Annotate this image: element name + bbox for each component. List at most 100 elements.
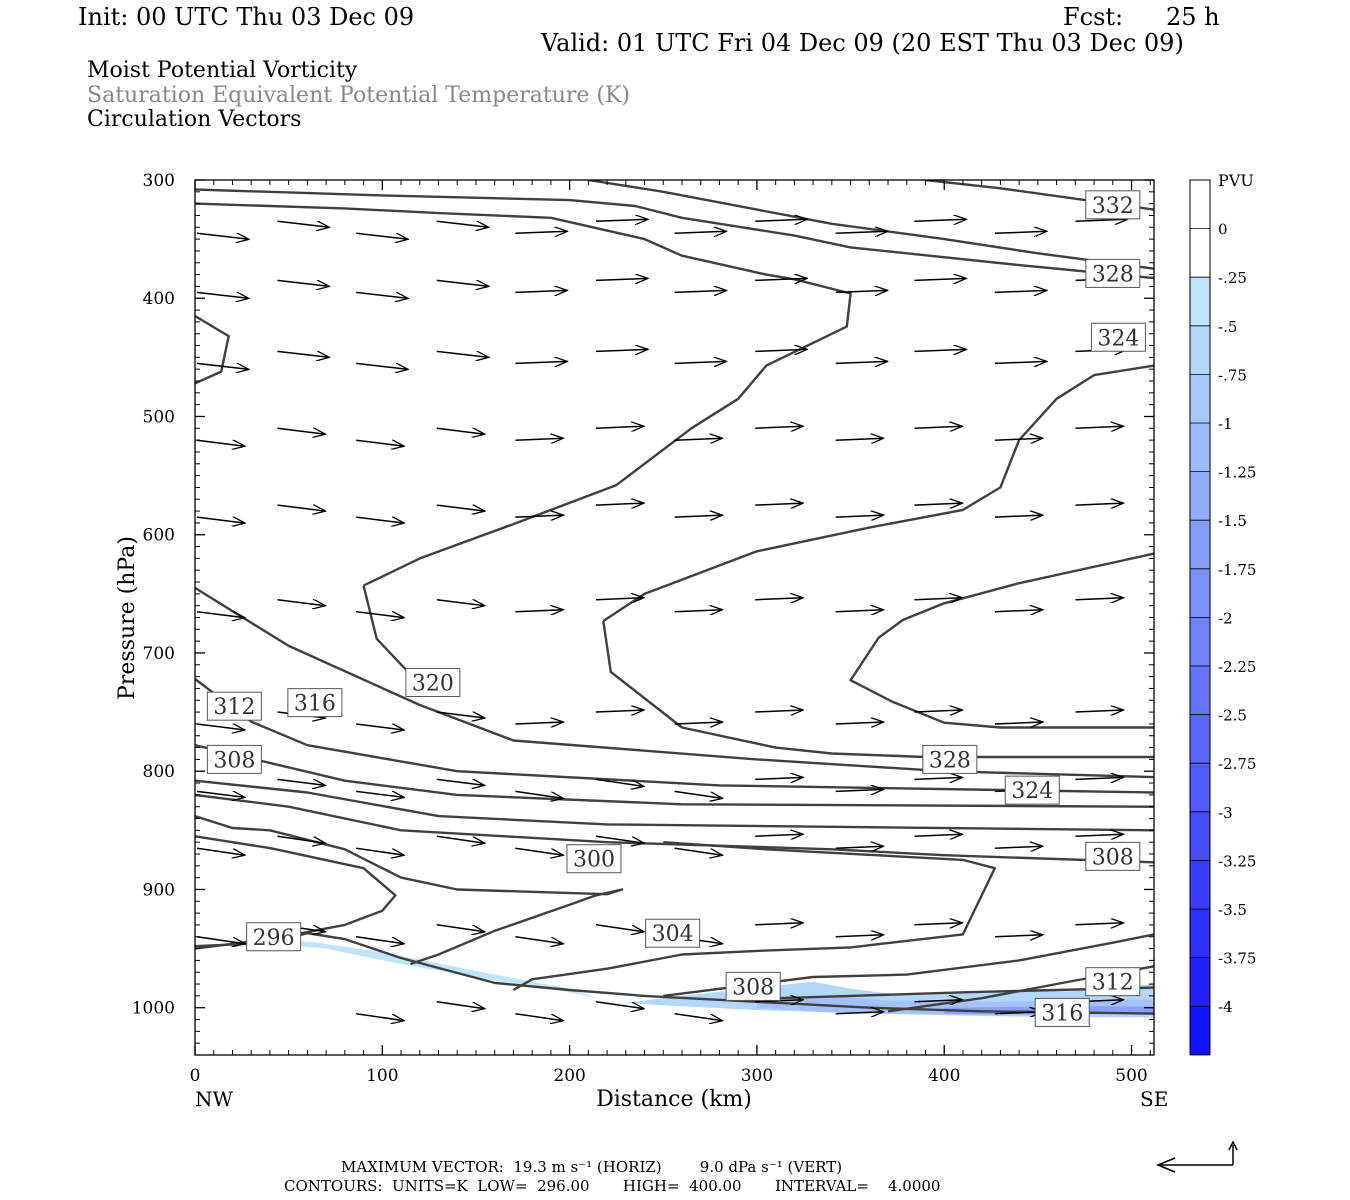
circulation-vector — [674, 1012, 723, 1021]
contour-label: 308 — [1085, 841, 1141, 871]
contour-label-box — [725, 971, 781, 1001]
colorbar-tick-label: -3 — [1218, 804, 1233, 822]
colorbar-tick-label: -2 — [1218, 609, 1233, 627]
circulation-vector — [277, 778, 326, 785]
contour-label-box — [1085, 967, 1141, 997]
colorbar-swatch — [1190, 909, 1210, 959]
contour-label: 332 — [1085, 190, 1141, 220]
colorbar-swatch — [1190, 957, 1210, 1007]
field-3-title: Circulation Vectors — [87, 107, 301, 132]
circulation-vector — [515, 361, 567, 363]
circulation-vector — [515, 515, 563, 517]
contour-label: 328 — [922, 744, 978, 774]
circulation-vector — [994, 361, 1047, 363]
circulation-vector — [674, 610, 723, 612]
y-tick-label: 900 — [143, 880, 175, 900]
circulation-vector — [356, 847, 404, 855]
circulation-vector — [914, 219, 966, 221]
theta-es-contour — [362, 585, 412, 676]
circulation-vector — [196, 516, 245, 523]
y-tick-label: 1000 — [132, 999, 175, 1019]
theta-es-contour — [195, 779, 1154, 832]
circulation-vector — [994, 231, 1047, 233]
x-tick-label: 0 — [190, 1066, 201, 1086]
minor-ticks — [195, 180, 1154, 1056]
circulation-vector — [436, 924, 485, 932]
contour-label-box — [1085, 258, 1141, 288]
contour-label-text: 312 — [213, 695, 255, 720]
theta-es-contour — [195, 202, 852, 587]
circulation-vector — [515, 847, 563, 855]
circulation-vector — [595, 835, 644, 843]
theta-es-contour — [891, 700, 1154, 729]
colorbar-swatch — [1190, 325, 1210, 375]
circulation-vector — [436, 711, 485, 718]
colorbar-swatch — [1190, 277, 1210, 327]
circulation-vector — [196, 847, 245, 855]
colorbar-swatch — [1190, 423, 1210, 473]
circulation-vector — [835, 361, 888, 363]
circulation-vector — [277, 504, 326, 511]
circulation-vector — [755, 834, 803, 836]
contour-label: 320 — [405, 668, 461, 698]
circulation-vector — [595, 219, 648, 221]
max-vector-info: MAXIMUM VECTOR: 19.3 m s⁻¹ (HORIZ) 9.0 d… — [341, 1158, 842, 1176]
circulation-vector — [914, 710, 962, 712]
y-tick-label: 300 — [143, 171, 175, 191]
circulation-vector — [515, 290, 567, 292]
colorbar-swatch — [1190, 568, 1210, 618]
contour-label-text: 300 — [573, 848, 615, 873]
circulation-vector — [436, 504, 485, 511]
circulation-vector — [755, 349, 807, 351]
contour-label: 312 — [1085, 967, 1141, 997]
colorbar-tick-label: -1.25 — [1218, 464, 1256, 482]
circulation-vector — [515, 231, 567, 233]
circulation-vector — [914, 1000, 962, 1002]
circulation-vector — [994, 290, 1047, 292]
circulation-vector — [994, 515, 1043, 517]
colorbar-tick-label: -3.75 — [1218, 950, 1256, 968]
circulation-vector — [436, 598, 485, 606]
circulation-vector — [515, 936, 563, 944]
contour-label-box — [246, 922, 302, 952]
contour-label-text: 308 — [1092, 845, 1134, 870]
contour-label-box — [1085, 190, 1141, 220]
colorbar-tick-label: -3.25 — [1218, 852, 1256, 870]
circulation-vector — [196, 439, 245, 446]
circulation-vector — [436, 350, 489, 357]
circulation-vector — [277, 350, 330, 357]
circulation-vector — [436, 279, 489, 286]
contour-label-text: 328 — [1092, 262, 1134, 287]
x-tick-label: 500 — [1115, 1066, 1147, 1086]
contour-label-box — [1004, 775, 1060, 805]
circulation-vector — [994, 438, 1043, 440]
theta-es-contour — [588, 180, 1154, 270]
circulation-vector — [515, 438, 563, 440]
circulation-vector — [914, 278, 966, 280]
colorbar-tick-label: -.5 — [1218, 318, 1237, 336]
circulation-vector — [515, 610, 563, 612]
y-tick-label: 800 — [143, 762, 175, 782]
contour-label-box — [566, 844, 622, 874]
forecast-hour-value: 25 h — [1166, 3, 1220, 31]
colorbar-tick-label: -1.75 — [1218, 561, 1256, 579]
circulation-vector — [1075, 219, 1128, 221]
circulation-vector — [674, 790, 723, 798]
colorbar-title: PVU — [1218, 171, 1254, 190]
colorbar-swatch — [1190, 666, 1210, 716]
circulation-vector — [1075, 777, 1124, 779]
circulation-vector — [436, 427, 485, 434]
theta-es-contour — [195, 586, 1154, 779]
colorbar-tick-label: -3.5 — [1218, 901, 1247, 919]
colorbar-swatch — [1190, 228, 1210, 278]
colorbar-tick-label: -1 — [1218, 415, 1233, 433]
circulation-vector — [436, 778, 485, 785]
axes: 300 400 500 600 700 800 900 1000 0 100 200 300 400 50… — [132, 171, 1154, 1086]
circulation-vector — [674, 231, 727, 233]
pv-colorbar: 0 -.25 -.5 -.75 -1 -1.25 -1.5 -1.75 -2 -2.25 -2.5 -… — [1189, 179, 1256, 1056]
circulation-vector — [755, 503, 803, 505]
circulation-vector — [277, 598, 326, 606]
circulation-vector — [356, 936, 404, 944]
circulation-vector — [1075, 598, 1124, 600]
